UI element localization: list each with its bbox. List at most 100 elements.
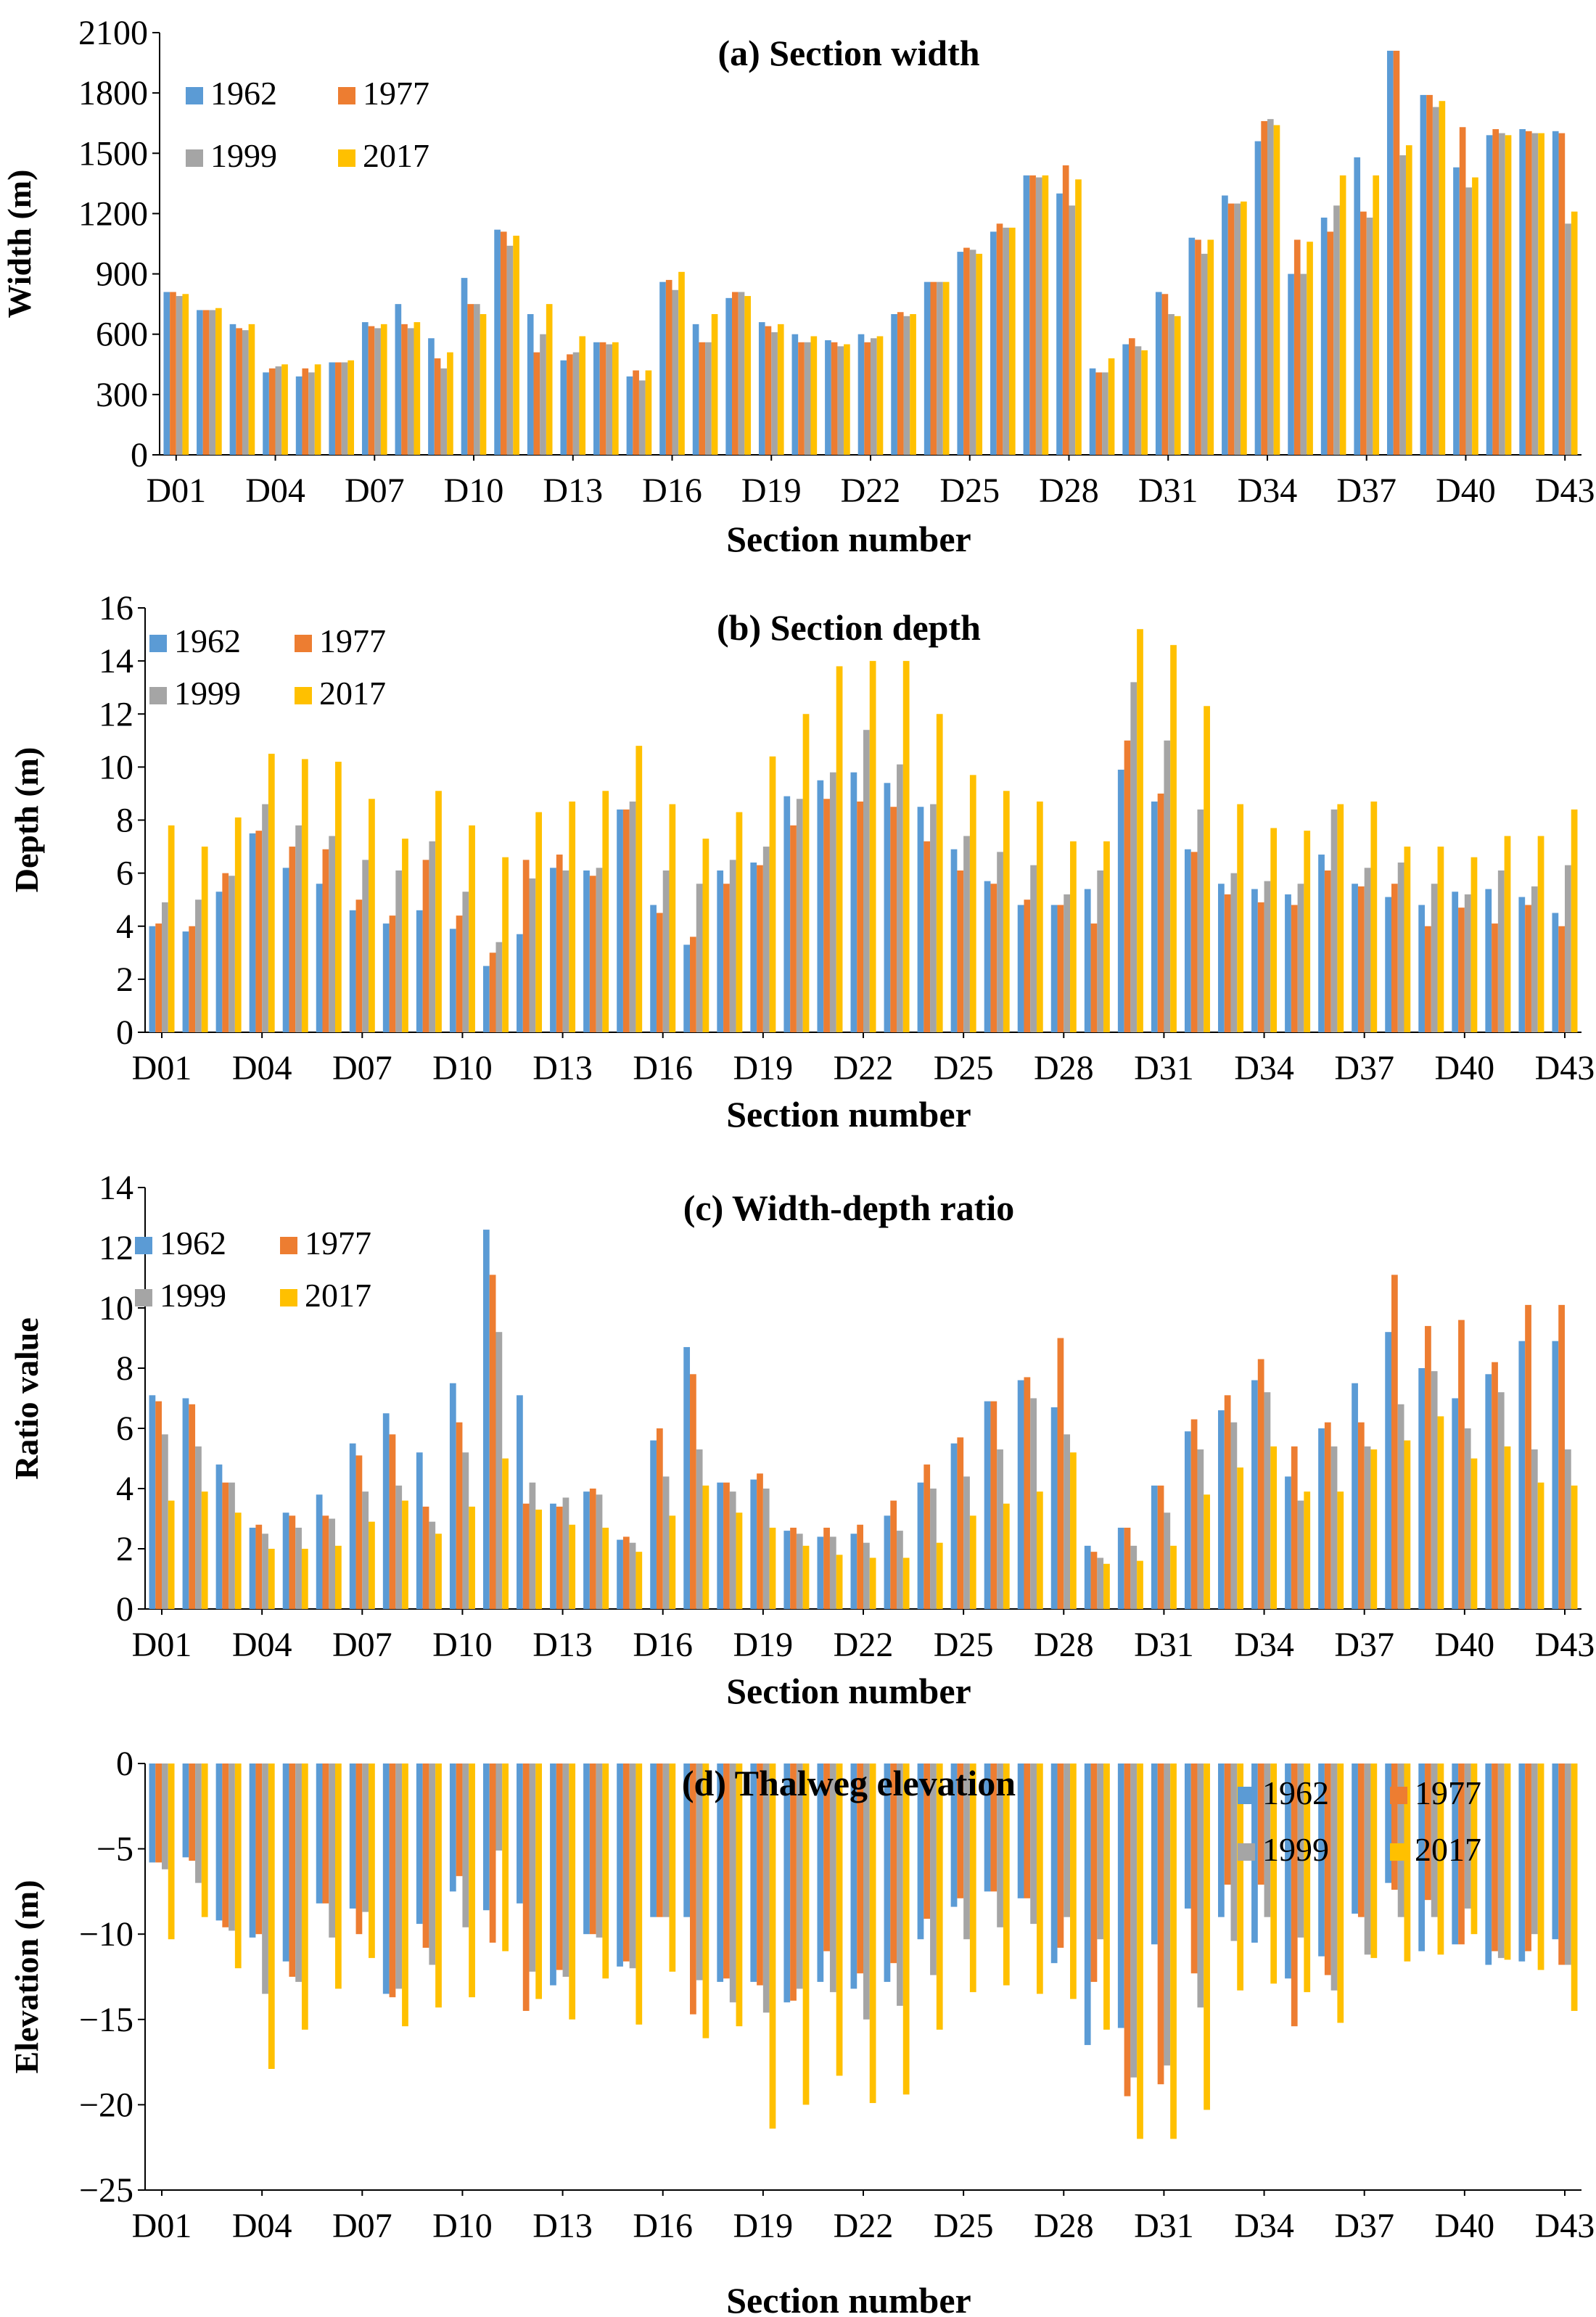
- bar-1999-D37: [1364, 1446, 1371, 1609]
- bar-1999-D19: [762, 1489, 770, 1609]
- bar-2017-D11: [502, 1458, 509, 1609]
- bar-1999-D10: [462, 892, 469, 1032]
- bar-2017-D13: [569, 801, 576, 1032]
- bar-2017-D17: [702, 839, 709, 1032]
- bar-2017-D31: [1170, 1545, 1177, 1609]
- bar-1977-D19: [765, 326, 772, 455]
- bar-1999-D37: [1366, 217, 1373, 455]
- bar-1977-D39: [1425, 926, 1431, 1032]
- x-tick-label: D25: [934, 2207, 994, 2245]
- bar-2017-D26: [1003, 1764, 1010, 1985]
- bar-1999-D02: [209, 310, 216, 455]
- bar-1962-D17: [683, 945, 691, 1032]
- bar-1962-D24: [917, 1764, 924, 1940]
- bar-1977-D09: [422, 1764, 429, 1948]
- x-tick-label: D07: [345, 472, 405, 510]
- bar-2017-D35: [1307, 242, 1313, 455]
- legend-swatch-1977: [1390, 1787, 1407, 1804]
- bar-1977-D02: [189, 1404, 196, 1609]
- bar-1962-D41: [1485, 1764, 1492, 1965]
- bar-2017-D19: [769, 756, 776, 1032]
- bar-2017-D03: [248, 324, 255, 455]
- y-tick-label: 2: [116, 1530, 133, 1568]
- bar-1962-D38: [1385, 897, 1391, 1032]
- bar-1999-D39: [1431, 1371, 1438, 1609]
- bar-1977-D30: [1124, 1527, 1131, 1609]
- bar-1999-D33: [1234, 203, 1241, 455]
- bar-1962-D10: [449, 1764, 456, 1892]
- bar-1999-D06: [329, 1518, 336, 1609]
- bar-1962-D16: [659, 281, 666, 455]
- bar-1962-D35: [1285, 1764, 1291, 1979]
- legend-swatch-2017: [338, 149, 355, 167]
- y-axis-label: Elevation (m): [8, 1880, 45, 2073]
- bar-2017-D20: [810, 336, 818, 455]
- bar-1999-D17: [696, 1764, 703, 1980]
- x-tick-label: D19: [733, 1626, 794, 1664]
- bar-1999-D02: [195, 1446, 202, 1609]
- bar-1977-D18: [723, 1482, 730, 1609]
- bar-1977-D27: [1024, 1377, 1031, 1609]
- bar-1999-D21: [829, 1764, 836, 1993]
- bar-2017-D08: [402, 1500, 408, 1609]
- bar-1962-D40: [1452, 1398, 1459, 1609]
- bar-1999-D05: [295, 1764, 302, 1983]
- bar-1999-D01: [162, 1434, 168, 1609]
- bar-2017-D28: [1070, 841, 1077, 1032]
- y-axis-label: Width (m): [1, 170, 38, 318]
- bar-1977-D23: [890, 807, 897, 1032]
- bar-2017-D10: [469, 825, 475, 1032]
- bar-1977-D37: [1357, 886, 1365, 1032]
- bar-1962-D09: [416, 910, 423, 1032]
- bar-1977-D26: [996, 223, 1003, 455]
- bar-1977-D13: [556, 1764, 563, 1970]
- bar-1962-D37: [1352, 1764, 1358, 1914]
- bar-2017-D14: [602, 791, 609, 1032]
- bar-1962-D42: [1518, 897, 1526, 1032]
- bar-1962-D14: [593, 342, 600, 455]
- bar-1962-D39: [1420, 94, 1427, 455]
- bar-1962-D42: [1519, 129, 1526, 455]
- bar-2017-D13: [569, 1524, 576, 1609]
- bar-1977-D29: [1090, 923, 1098, 1032]
- bar-1977-D10: [456, 1764, 463, 1877]
- bar-1999-D31: [1164, 740, 1171, 1032]
- bar-1962-D01: [163, 292, 170, 455]
- bar-2017-D41: [1505, 135, 1512, 455]
- bar-1999-D43: [1565, 223, 1571, 455]
- bar-1962-D27: [1017, 905, 1024, 1032]
- bar-1999-D10: [462, 1452, 469, 1609]
- bar-2017-D19: [769, 1764, 776, 2129]
- bar-1999-D18: [729, 860, 736, 1032]
- bar-2017-D23: [902, 1764, 910, 2095]
- bar-1999-D36: [1330, 809, 1338, 1033]
- bar-1962-D24: [917, 1482, 924, 1609]
- bar-1977-D09: [434, 358, 441, 455]
- bar-2017-D16: [669, 1515, 676, 1609]
- bar-1977-D15: [633, 370, 639, 455]
- bar-2017-D26: [1008, 227, 1016, 455]
- legend-label-1977: 1977: [1415, 1774, 1481, 1811]
- bar-1977-D36: [1324, 870, 1331, 1032]
- bar-1999-D07: [362, 1491, 369, 1609]
- bar-1962-D08: [382, 1413, 390, 1609]
- bar-1977-D09: [422, 860, 429, 1032]
- x-tick-label: D07: [332, 2207, 392, 2245]
- bar-1962-D32: [1184, 849, 1191, 1032]
- bar-1999-D23: [897, 1531, 903, 1609]
- bar-1977-D38: [1391, 1764, 1398, 1890]
- bar-2017-D07: [369, 1521, 375, 1609]
- bar-1999-D38: [1397, 1764, 1404, 1917]
- bar-2017-D38: [1404, 1764, 1411, 1962]
- bar-1962-D22: [850, 1764, 857, 1989]
- bar-1962-D35: [1285, 894, 1291, 1033]
- bar-1977-D19: [757, 865, 763, 1032]
- bar-2017-D03: [234, 1764, 242, 1969]
- x-tick-label: D13: [532, 1626, 593, 1664]
- x-tick-label: D31: [1138, 472, 1198, 510]
- bar-1962-D20: [783, 1764, 791, 2003]
- bar-1962-D31: [1151, 1764, 1158, 1945]
- bar-1977-D24: [924, 1764, 931, 1919]
- bar-1999-D14: [596, 1764, 603, 1938]
